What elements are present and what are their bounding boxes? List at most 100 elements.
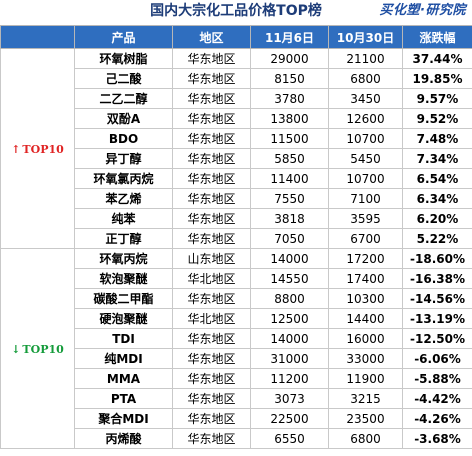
- header-region: 地区: [172, 25, 251, 49]
- oct30-price-cell: 6700: [328, 228, 403, 249]
- nov6-price-cell: 14000: [250, 328, 329, 349]
- table-row: 环氧氯丙烷 华东地区 11400 10700 6.54%: [1, 168, 472, 189]
- arrow-up-icon: ↑: [11, 142, 21, 156]
- nov6-price-cell: 31000: [250, 348, 329, 369]
- change-cell: -14.56%: [402, 288, 472, 309]
- nov6-price-cell: 29000: [250, 48, 329, 69]
- change-cell: 5.22%: [402, 228, 472, 249]
- table-row: 己二酸 华东地区 8150 6800 19.85%: [1, 68, 472, 89]
- region-cell: 华东地区: [172, 208, 251, 229]
- oct30-price-cell: 6800: [328, 68, 403, 89]
- oct30-price-cell: 10700: [328, 168, 403, 189]
- nov6-price-cell: 5850: [250, 148, 329, 169]
- header-nov6: 11月6日: [250, 25, 329, 49]
- product-cell: 纯MDI: [74, 348, 173, 369]
- table-body: ↑ TOP10 环氧树脂 华东地区 29000 21100 37.44% 己二酸 华东地区 815…: [0, 48, 472, 449]
- group-label-top: ↑ TOP10: [11, 143, 64, 156]
- change-cell: -3.68%: [402, 428, 472, 449]
- change-cell: 19.85%: [402, 68, 472, 89]
- change-cell: -16.38%: [402, 268, 472, 289]
- change-cell: 9.52%: [402, 108, 472, 129]
- nov6-price-cell: 3818: [250, 208, 329, 229]
- product-cell: PTA: [74, 388, 173, 409]
- table-row: ↓ TOP10 环氧丙烷 山东地区 14000 17200 -18.60%: [0, 248, 472, 449]
- nov6-price-cell: 7050: [250, 228, 329, 249]
- oct30-price-cell: 14400: [328, 308, 403, 329]
- region-cell: 华东地区: [172, 328, 251, 349]
- oct30-price-cell: 6800: [328, 428, 403, 449]
- product-cell: 环氧丙烷: [74, 248, 173, 269]
- oct30-price-cell: 5450: [328, 148, 403, 169]
- nov6-price-cell: 3073: [250, 388, 329, 409]
- region-cell: 华东地区: [172, 168, 251, 189]
- nov6-price-cell: 11500: [250, 128, 329, 149]
- change-cell: 6.54%: [402, 168, 472, 189]
- change-cell: 9.57%: [402, 88, 472, 109]
- table-row: 软泡聚醚 华北地区 14550 17400 -16.38%: [1, 268, 472, 289]
- header-blank: [0, 25, 75, 49]
- region-cell: 华东地区: [172, 128, 251, 149]
- nov6-price-cell: 12500: [250, 308, 329, 329]
- region-cell: 华东地区: [172, 288, 251, 309]
- table-row: 纯MDI 华东地区 31000 33000 -6.06%: [1, 348, 472, 369]
- change-cell: 7.48%: [402, 128, 472, 149]
- oct30-price-cell: 21100: [328, 48, 403, 69]
- arrow-down-icon: ↓: [11, 342, 21, 356]
- region-cell: 华东地区: [172, 408, 251, 429]
- region-cell: 华东地区: [172, 388, 251, 409]
- oct30-price-cell: 10700: [328, 128, 403, 149]
- region-cell: 华东地区: [172, 108, 251, 129]
- nov6-price-cell: 7550: [250, 188, 329, 209]
- oct30-price-cell: 33000: [328, 348, 403, 369]
- region-cell: 华东地区: [172, 148, 251, 169]
- region-cell: 山东地区: [172, 248, 251, 269]
- change-cell: -18.60%: [402, 248, 472, 269]
- region-cell: 华东地区: [172, 188, 251, 209]
- oct30-price-cell: 3595: [328, 208, 403, 229]
- product-cell: 双酚A: [74, 108, 173, 129]
- product-cell: 己二酸: [74, 68, 173, 89]
- nov6-price-cell: 11400: [250, 168, 329, 189]
- nov6-price-cell: 8800: [250, 288, 329, 309]
- group-cell-bottom: ↓ TOP10: [0, 248, 75, 449]
- header-product: 产品: [74, 25, 173, 49]
- oct30-price-cell: 17400: [328, 268, 403, 289]
- product-cell: 硬泡聚醚: [74, 308, 173, 329]
- change-cell: 37.44%: [402, 48, 472, 69]
- table-row: BDO 华东地区 11500 10700 7.48%: [1, 128, 472, 149]
- region-cell: 华东地区: [172, 228, 251, 249]
- table-row: PTA 华东地区 3073 3215 -4.42%: [1, 388, 472, 409]
- region-cell: 华北地区: [172, 308, 251, 329]
- region-cell: 华东地区: [172, 368, 251, 389]
- product-cell: 异丁醇: [74, 148, 173, 169]
- table-row: 异丁醇 华东地区 5850 5450 7.34%: [1, 148, 472, 169]
- product-cell: 苯乙烯: [74, 188, 173, 209]
- table-row: MMA 华东地区 11200 11900 -5.88%: [1, 368, 472, 389]
- nov6-price-cell: 13800: [250, 108, 329, 129]
- table-row: 聚合MDI 华东地区 22500 23500 -4.26%: [1, 408, 472, 429]
- table-row: 正丁醇 华东地区 7050 6700 5.22%: [1, 228, 472, 249]
- header-change: 涨跌幅: [402, 25, 472, 49]
- oct30-price-cell: 23500: [328, 408, 403, 429]
- change-cell: -4.26%: [402, 408, 472, 429]
- nov6-price-cell: 8150: [250, 68, 329, 89]
- change-cell: -12.50%: [402, 328, 472, 349]
- oct30-price-cell: 12600: [328, 108, 403, 129]
- product-cell: 环氧氯丙烷: [74, 168, 173, 189]
- group-label-text: TOP10: [22, 142, 64, 156]
- product-cell: 碳酸二甲酯: [74, 288, 173, 309]
- product-cell: 纯苯: [74, 208, 173, 229]
- table-row: ↑ TOP10 环氧树脂 华东地区 29000 21100 37.44%: [0, 48, 472, 249]
- nov6-price-cell: 3780: [250, 88, 329, 109]
- oct30-price-cell: 10300: [328, 288, 403, 309]
- table-row: TDI 华东地区 14000 16000 -12.50%: [1, 328, 472, 349]
- nov6-price-cell: 14550: [250, 268, 329, 289]
- header-row: 产品 地区 11月6日 10月30日 涨跌幅: [0, 25, 472, 49]
- oct30-price-cell: 11900: [328, 368, 403, 389]
- product-cell: MMA: [74, 368, 173, 389]
- table-row: 二乙二醇 华东地区 3780 3450 9.57%: [1, 88, 472, 109]
- change-cell: 7.34%: [402, 148, 472, 169]
- brand-logo: 买化塑·研究院: [379, 3, 466, 18]
- oct30-price-cell: 16000: [328, 328, 403, 349]
- table-row: 碳酸二甲酯 华东地区 8800 10300 -14.56%: [1, 288, 472, 309]
